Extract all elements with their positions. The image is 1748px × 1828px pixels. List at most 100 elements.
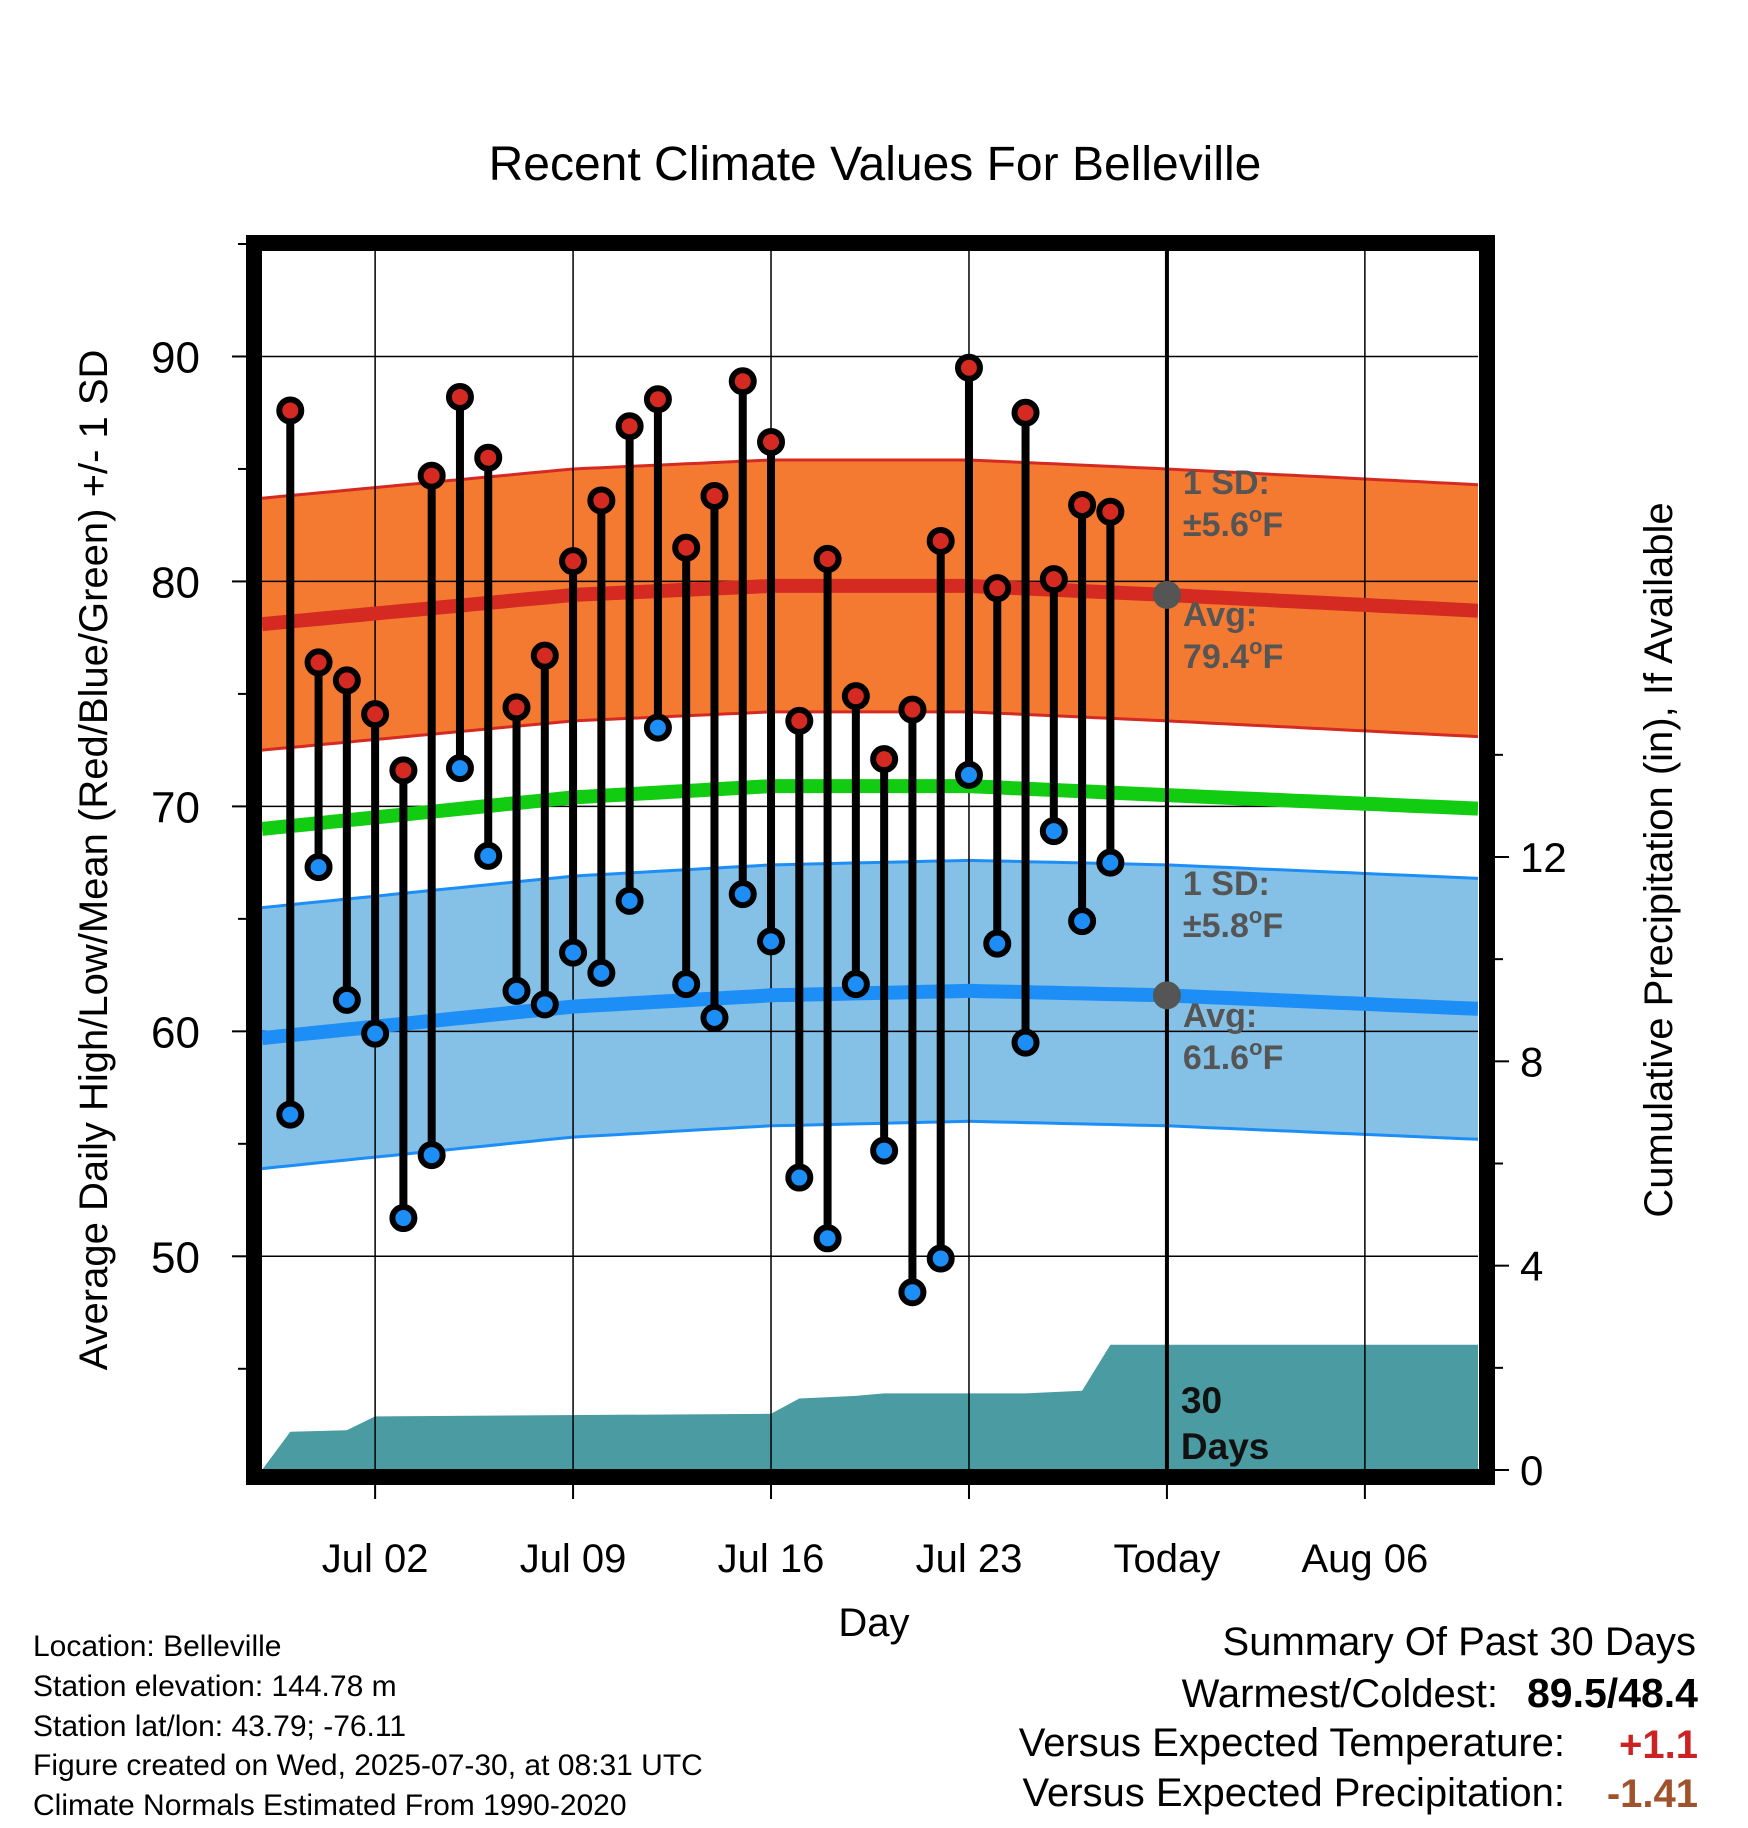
daily-high-marker [785,706,814,735]
period-label-line: 30 [1181,1380,1222,1421]
daily-low-marker [1011,1028,1040,1057]
plot-content [262,0,1478,1470]
high-sd-label-line: 1 SD: [1183,464,1270,502]
daily-high-marker [841,682,870,711]
daily-low-marker [785,1163,814,1192]
daily-low-marker [332,985,361,1014]
summary-temp-value: +1.1 [1619,1723,1698,1767]
daily-high-marker [304,648,333,677]
daily-high-marker [643,385,672,414]
low-sd-band [262,860,1478,1169]
x-tick-label: Today [1114,1537,1221,1581]
daily-low-marker [502,976,531,1005]
high-avg-label-line: 79.4oF [1183,634,1283,676]
precip-area [262,1344,1478,1470]
avg-high-line [262,578,1478,632]
daily-low-marker [615,886,644,915]
daily-low-marker [1096,848,1125,877]
daily-low-marker [700,1003,729,1032]
y-tick-label: 80 [151,558,200,607]
low-sd-label-line: 1 SD: [1183,865,1270,903]
summary-warm-cold-values: 89.5/48.4 [1527,1670,1698,1717]
y-tick-label: 70 [151,783,200,832]
daily-low-marker [1068,907,1097,936]
daily-low-marker [1039,817,1068,846]
period-label-line: Days [1181,1426,1269,1467]
daily-high-marker [898,695,927,724]
today-low-avg-marker [1152,981,1181,1010]
summary-warm-cold-label: Warmest/Coldest: [1181,1672,1498,1716]
daily-low-marker [954,760,983,789]
summary-precip-label: Versus Expected Precipitation: [1022,1771,1565,1815]
daily-high-marker [1039,565,1068,594]
daily-high-marker [1011,398,1040,427]
y2-axis-label: Cumulative Precipitation (in), If Availa… [1637,502,1681,1217]
avg-mean-line [262,779,1478,836]
daily-low-marker [898,1278,927,1307]
x-axis-label: Day [838,1601,909,1645]
daily-high-marker [1096,497,1125,526]
today-high-avg-marker [1152,580,1181,609]
daily-high-marker [417,461,446,490]
daily-high-marker [559,547,588,576]
y2-tick-label: 8 [1520,1038,1543,1085]
plot-frame [246,235,1495,1485]
daily-high-marker [870,745,899,774]
high-sd-band [262,460,1478,751]
daily-high-marker [1068,490,1097,519]
y2-tick-label: 12 [1520,834,1567,881]
high-sd-label-line: ±5.6oF [1183,502,1283,544]
x-tick-label: Jul 02 [322,1537,429,1581]
summary-warmest: 89.5 [1526,1670,1607,1716]
high-sd-upper-line [262,458,1478,500]
daily-high-marker [926,526,955,555]
x-tick-label: Jul 16 [718,1537,825,1581]
daily-low-marker [389,1204,418,1233]
daily-low-marker [1128,0,1150,11]
chart-title: Recent Climate Values For Belleville [489,138,1262,191]
y2-tick-label: 4 [1520,1243,1543,1290]
daily-high-marker [1128,0,1150,11]
daily-high-marker [728,367,757,396]
daily-low-marker [841,970,870,999]
low-sd-lower-line [262,1119,1478,1171]
daily-low-marker [672,970,701,999]
avg-low-line [262,983,1478,1046]
daily-high-marker [587,486,616,515]
summary-heading: Summary Of Past 30 Days [1222,1620,1696,1664]
daily-high-marker [700,481,729,510]
y-axis-label: Average Daily High/Low/Mean (Red/Blue/Gr… [72,350,116,1371]
low-sd-upper-line [262,858,1478,910]
footer-latlon: Station lat/lon: 43.79; -76.11 [33,1710,407,1743]
high-avg-label-line: Avg: [1183,596,1257,634]
daily-high-marker [445,382,474,411]
daily-low-marker [643,713,672,742]
footer-elevation: Station elevation: 144.78 m [33,1670,397,1703]
summary-coldest: 48.4 [1618,1670,1698,1716]
daily-high-marker [615,412,644,441]
low-avg-label-line: Avg: [1183,997,1257,1035]
x-tick-label: Jul 23 [916,1537,1023,1581]
daily-low-marker [587,958,616,987]
daily-high-marker [502,693,531,722]
daily-low-marker [728,880,757,909]
daily-low-marker [983,929,1012,958]
daily-low-marker [417,1141,446,1170]
daily-low-marker [445,754,474,783]
daily-high-marker [389,756,418,785]
summary-slash: / [1606,1670,1619,1716]
footer-location: Location: Belleville [33,1630,282,1663]
daily-low-marker [559,938,588,967]
daily-high-marker [672,533,701,562]
daily-high-marker [813,544,842,573]
x-tick-label: Aug 06 [1301,1537,1428,1581]
y-tick-label: 90 [151,333,200,382]
daily-high-marker [474,443,503,472]
daily-low-marker [757,927,786,956]
daily-high-marker [954,353,983,382]
daily-low-marker [304,853,333,882]
daily-high-marker [276,396,305,425]
low-avg-label-line: 61.6oF [1183,1035,1283,1077]
